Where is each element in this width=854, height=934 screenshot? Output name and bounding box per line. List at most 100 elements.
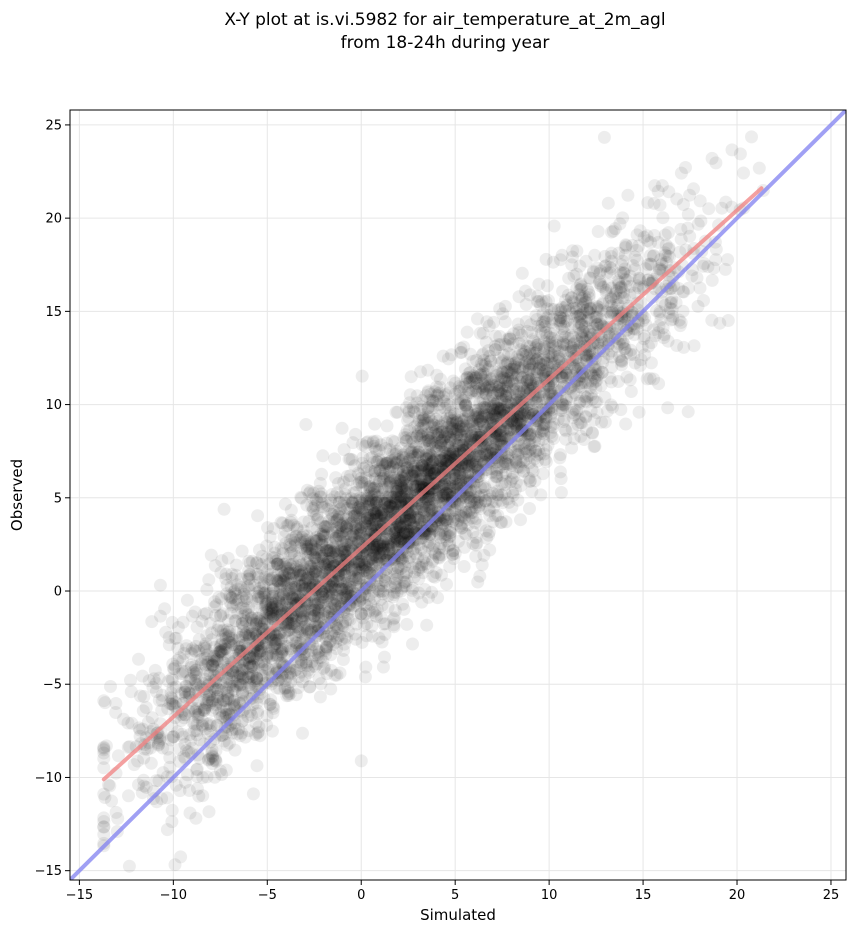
scatter-point <box>442 508 456 522</box>
scatter-point <box>399 579 413 593</box>
scatter-point <box>590 395 604 409</box>
scatter-point <box>263 530 277 544</box>
scatter-point <box>397 568 411 582</box>
scatter-point <box>397 579 411 593</box>
scatter-point <box>307 486 320 500</box>
scatter-point <box>160 791 174 805</box>
scatter-point <box>593 274 607 288</box>
scatter-point <box>239 615 253 629</box>
scatter-point <box>396 556 410 570</box>
scatter-point <box>641 258 655 272</box>
scatter-point <box>412 563 426 577</box>
scatter-point <box>456 438 470 452</box>
scatter-point <box>289 688 303 702</box>
chart-title-line-1: X-Y plot at is.vi.5982 for air_temperatu… <box>224 10 665 30</box>
scatter-point <box>235 617 249 631</box>
scatter-point <box>369 506 383 520</box>
scatter-point <box>337 637 351 651</box>
scatter-point <box>429 421 443 435</box>
scatter-point <box>261 564 275 578</box>
scatter-point <box>432 548 446 562</box>
scatter-point <box>737 166 750 180</box>
scatter-point <box>323 585 337 599</box>
scatter-point <box>337 475 351 489</box>
scatter-point <box>275 577 289 591</box>
scatter-point <box>271 568 285 582</box>
scatter-point <box>512 290 526 304</box>
scatter-point <box>324 682 338 696</box>
scatter-point <box>519 345 533 359</box>
scatter-point <box>338 540 352 554</box>
scatter-point <box>590 299 604 313</box>
scatter-point <box>430 488 443 501</box>
scatter-point <box>475 453 489 467</box>
scatter-point <box>98 791 112 804</box>
scatter-point <box>560 393 573 407</box>
scatter-point <box>630 253 644 267</box>
scatter-point <box>378 650 391 664</box>
scatter-point <box>383 540 397 554</box>
scatter-point <box>486 389 500 403</box>
scatter-point <box>531 365 545 379</box>
scatter-point <box>337 565 351 579</box>
scatter-point <box>297 610 311 624</box>
scatter-point <box>246 787 260 801</box>
scatter-point <box>109 706 123 719</box>
scatter-point <box>122 789 135 803</box>
scatter-point <box>369 550 383 564</box>
scatter-point <box>663 301 677 315</box>
scatter-point <box>492 401 506 415</box>
scatter-point <box>414 502 428 515</box>
scatter-point <box>670 339 684 352</box>
scatter-point <box>249 649 263 663</box>
scatter-point <box>471 489 485 503</box>
scatter-point <box>203 668 217 682</box>
scatter-point <box>190 620 204 634</box>
scatter-point <box>250 611 264 625</box>
scatter-point <box>202 698 216 712</box>
scatter-point <box>189 811 203 825</box>
scatter-point <box>381 554 395 568</box>
scatter-point <box>471 575 485 589</box>
scatter-point <box>200 717 214 731</box>
scatter-point <box>97 746 111 760</box>
scatter-point <box>589 367 603 381</box>
scatter-point <box>296 566 310 580</box>
scatter-point <box>392 520 406 534</box>
scatter-point <box>373 551 386 565</box>
scatter-point <box>389 492 403 505</box>
scatter-point <box>315 538 329 552</box>
scatter-point <box>507 417 521 431</box>
scatter-point <box>452 380 466 393</box>
scatter-point <box>180 593 194 607</box>
scatter-point <box>492 434 506 448</box>
scatter-point <box>408 448 422 462</box>
scatter-point <box>319 632 333 646</box>
scatter-point <box>462 366 476 380</box>
scatter-point <box>331 508 345 522</box>
scatter-point <box>406 589 420 603</box>
scatter-point <box>497 393 511 407</box>
scatter-point <box>587 440 601 454</box>
scatter-point <box>190 762 204 776</box>
scatter-point <box>406 445 420 459</box>
scatter-point <box>319 558 333 572</box>
scatter-point <box>403 423 417 437</box>
scatter-point <box>353 512 367 525</box>
scatter-point <box>468 457 482 471</box>
scatter-point <box>584 388 598 402</box>
scatter-point <box>498 315 512 329</box>
scatter-point <box>559 424 573 438</box>
scatter-point <box>396 518 410 532</box>
scatter-point <box>172 754 186 768</box>
scatter-point <box>221 691 234 705</box>
scatter-point <box>194 653 208 667</box>
scatter-point <box>285 513 298 527</box>
scatter-point <box>476 348 490 362</box>
scatter-point <box>208 752 222 766</box>
scatter-point <box>236 644 250 658</box>
scatter-point <box>299 418 313 431</box>
scatter-point <box>733 147 747 161</box>
scatter-point <box>387 527 401 540</box>
scatter-point <box>152 774 166 788</box>
